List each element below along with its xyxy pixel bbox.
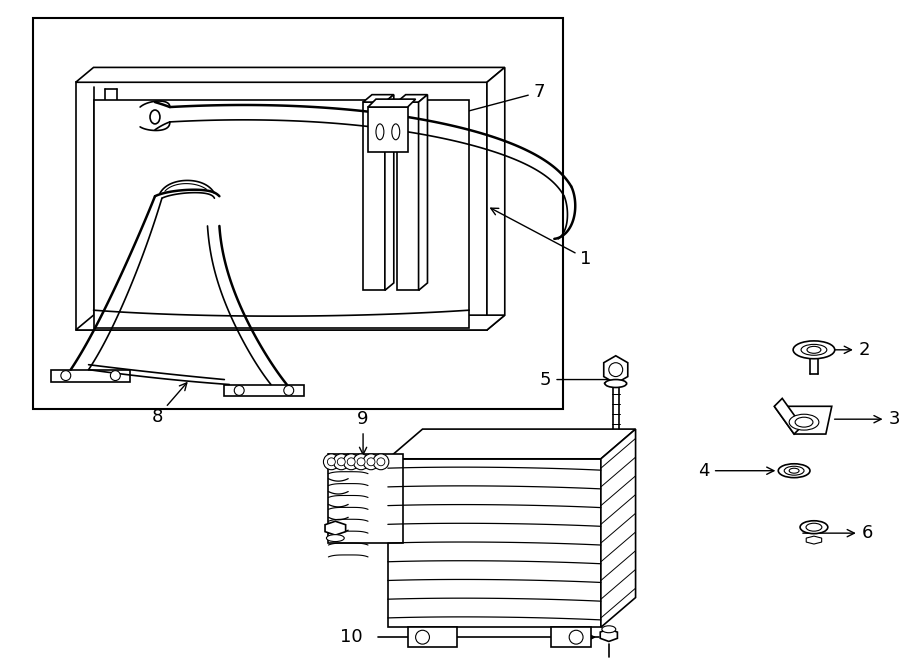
Circle shape bbox=[234, 385, 244, 395]
Ellipse shape bbox=[801, 344, 827, 355]
Polygon shape bbox=[325, 522, 346, 535]
Text: 7: 7 bbox=[432, 83, 545, 122]
Ellipse shape bbox=[602, 626, 616, 633]
Polygon shape bbox=[51, 369, 130, 381]
Circle shape bbox=[416, 630, 429, 644]
Polygon shape bbox=[368, 99, 416, 107]
Ellipse shape bbox=[605, 379, 626, 387]
Polygon shape bbox=[806, 536, 822, 544]
Polygon shape bbox=[600, 629, 617, 641]
Circle shape bbox=[373, 454, 389, 470]
Circle shape bbox=[338, 458, 346, 466]
Circle shape bbox=[61, 371, 71, 381]
Ellipse shape bbox=[789, 468, 799, 473]
Bar bbox=[363, 102, 385, 290]
Text: 5: 5 bbox=[540, 371, 611, 389]
Polygon shape bbox=[604, 356, 628, 383]
Polygon shape bbox=[224, 385, 303, 397]
Ellipse shape bbox=[392, 124, 400, 139]
Text: 9: 9 bbox=[357, 410, 369, 455]
Circle shape bbox=[357, 458, 365, 466]
Circle shape bbox=[367, 458, 375, 466]
Ellipse shape bbox=[376, 124, 384, 139]
Polygon shape bbox=[76, 67, 505, 82]
Ellipse shape bbox=[793, 341, 834, 359]
Circle shape bbox=[353, 454, 369, 470]
Ellipse shape bbox=[150, 110, 160, 124]
Polygon shape bbox=[328, 454, 402, 543]
Circle shape bbox=[323, 454, 339, 470]
Polygon shape bbox=[76, 82, 487, 330]
Polygon shape bbox=[385, 95, 394, 290]
Text: 1: 1 bbox=[491, 208, 591, 268]
Ellipse shape bbox=[784, 466, 804, 475]
Text: 10: 10 bbox=[340, 628, 363, 646]
Circle shape bbox=[608, 363, 623, 377]
Ellipse shape bbox=[795, 417, 813, 427]
Ellipse shape bbox=[807, 346, 821, 353]
Circle shape bbox=[569, 630, 583, 644]
Ellipse shape bbox=[327, 535, 344, 541]
Text: 4: 4 bbox=[698, 462, 774, 480]
Polygon shape bbox=[601, 429, 635, 627]
Bar bbox=[33, 18, 563, 409]
Circle shape bbox=[347, 458, 356, 466]
Circle shape bbox=[363, 454, 379, 470]
Polygon shape bbox=[94, 100, 469, 328]
Text: 3: 3 bbox=[834, 410, 900, 428]
Circle shape bbox=[377, 458, 385, 466]
Polygon shape bbox=[487, 67, 505, 330]
Polygon shape bbox=[418, 95, 427, 290]
Circle shape bbox=[343, 454, 359, 470]
Circle shape bbox=[333, 454, 349, 470]
Polygon shape bbox=[388, 429, 635, 459]
Polygon shape bbox=[76, 315, 505, 330]
Circle shape bbox=[111, 371, 121, 381]
Polygon shape bbox=[774, 399, 802, 434]
Ellipse shape bbox=[778, 464, 810, 478]
Polygon shape bbox=[408, 627, 457, 647]
Ellipse shape bbox=[800, 521, 828, 533]
Polygon shape bbox=[397, 95, 427, 102]
Text: 6: 6 bbox=[803, 524, 873, 542]
Polygon shape bbox=[363, 95, 394, 102]
Bar bbox=[397, 102, 418, 290]
Text: 8: 8 bbox=[151, 383, 187, 426]
Polygon shape bbox=[774, 407, 832, 434]
Ellipse shape bbox=[806, 524, 822, 531]
Ellipse shape bbox=[789, 414, 819, 430]
Circle shape bbox=[284, 385, 293, 395]
Polygon shape bbox=[552, 627, 591, 647]
Polygon shape bbox=[388, 459, 601, 627]
Bar bbox=[368, 107, 408, 151]
Text: 2: 2 bbox=[796, 341, 870, 359]
Circle shape bbox=[328, 458, 336, 466]
